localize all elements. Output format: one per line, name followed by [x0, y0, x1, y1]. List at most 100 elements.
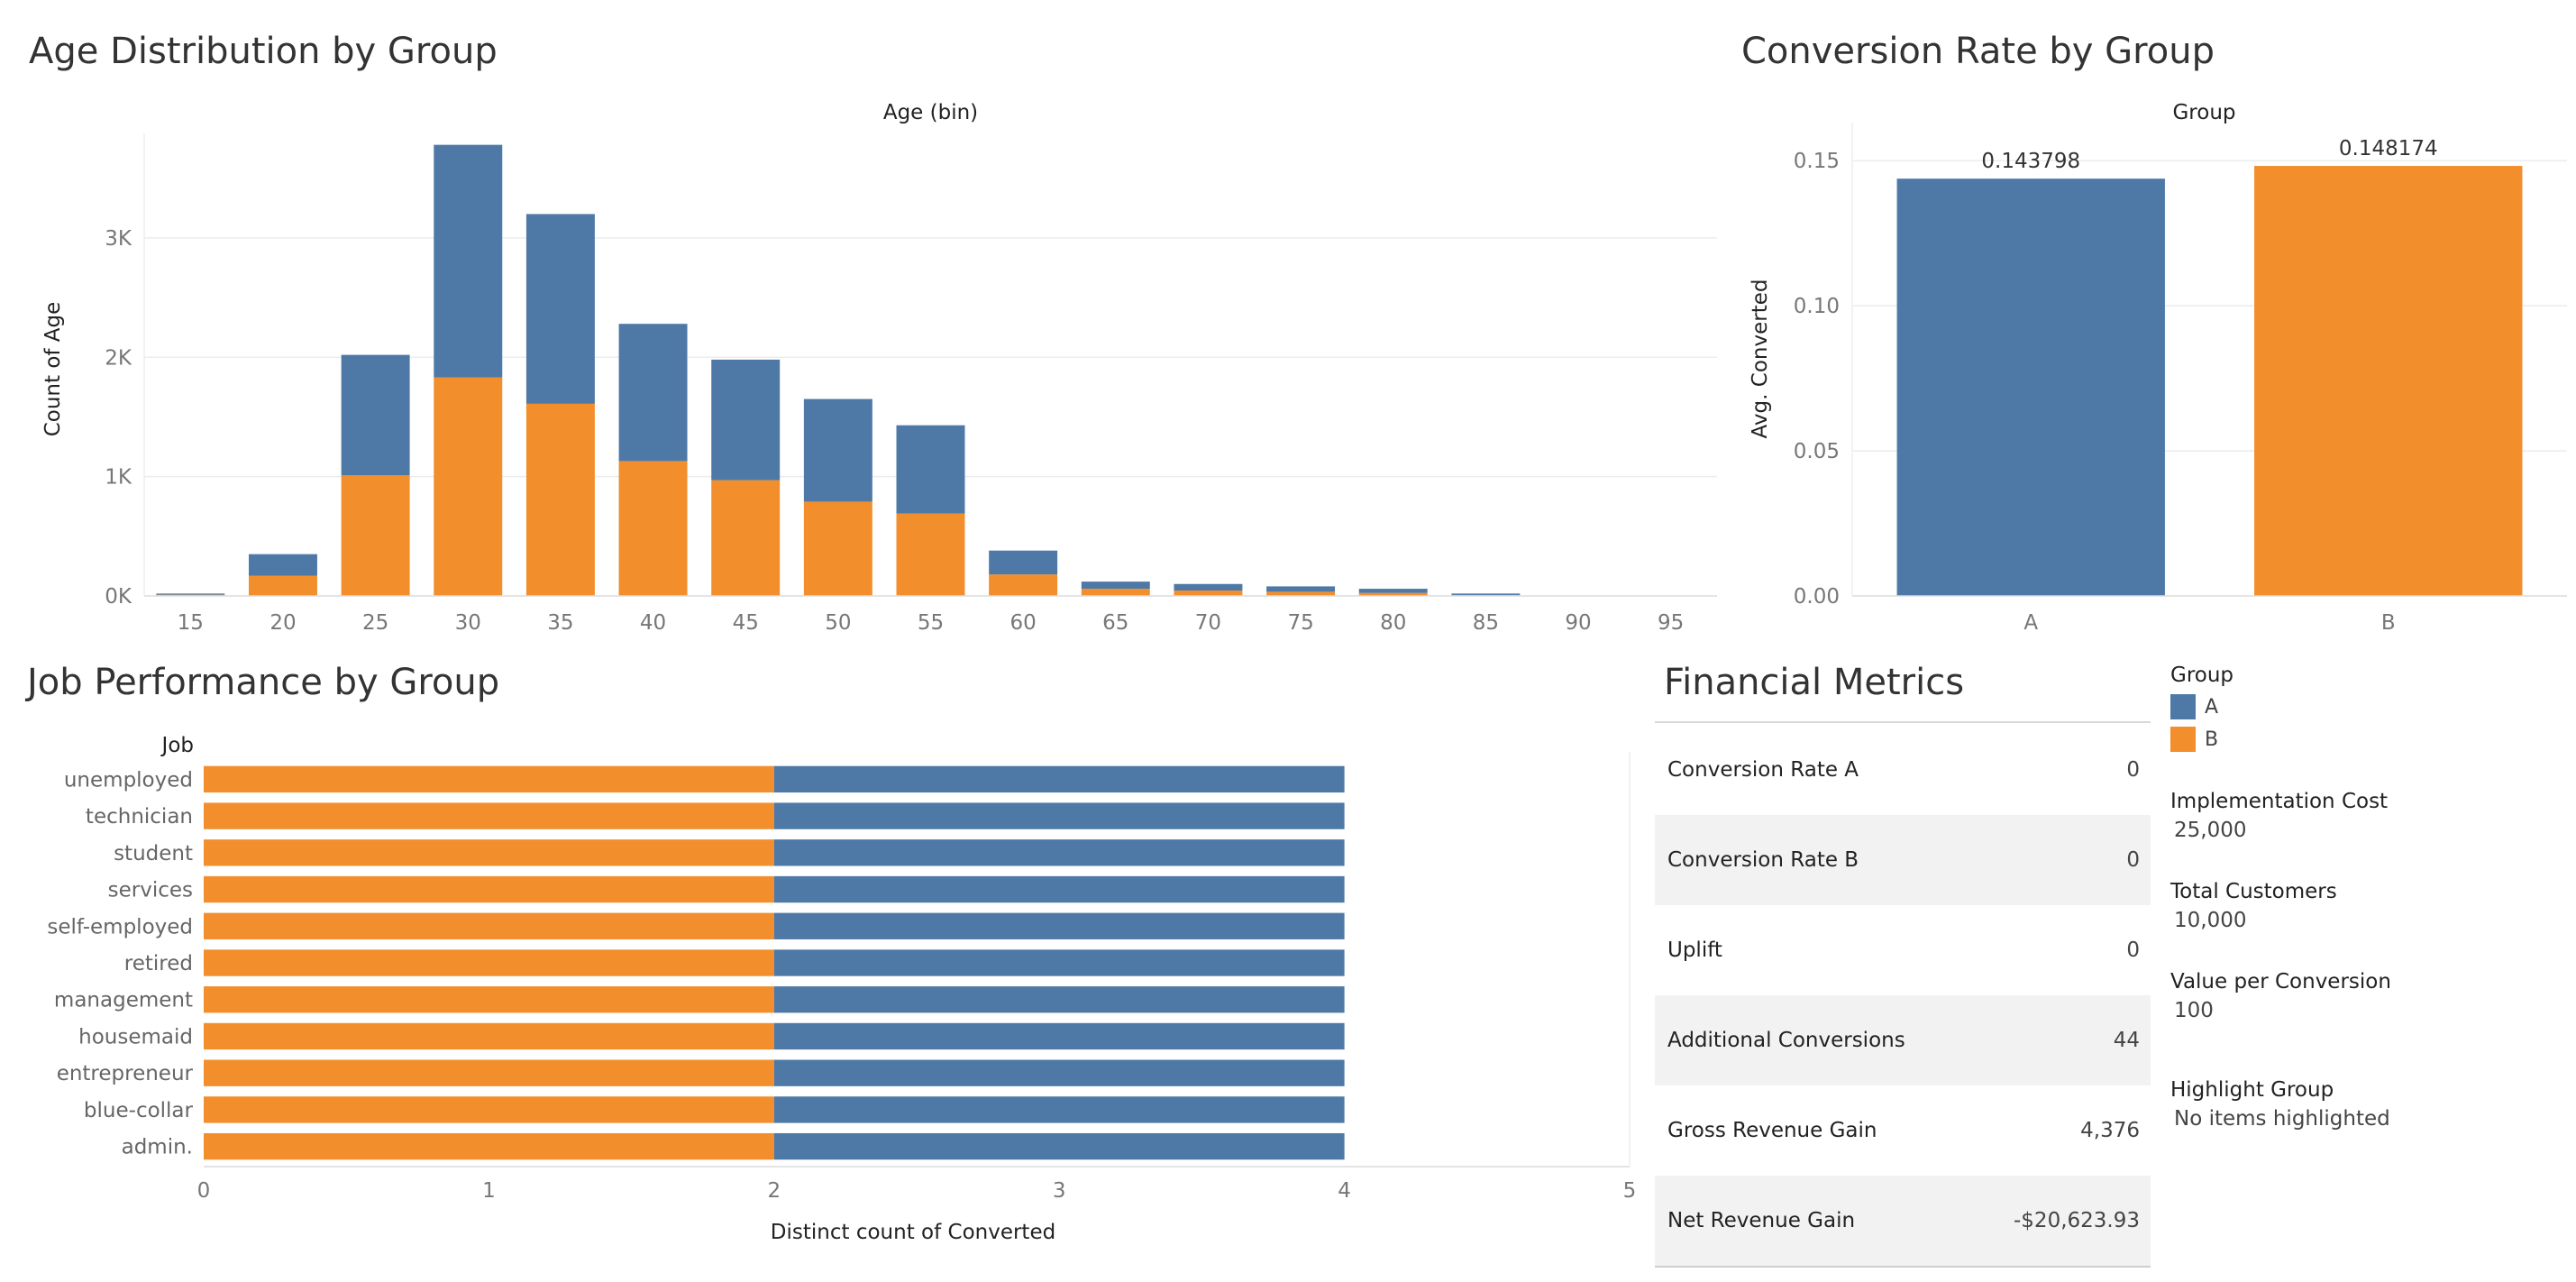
metric-row-conversion-rate-b: Conversion Rate B 0: [1655, 815, 2151, 905]
x-tick-label: 75: [1287, 611, 1313, 635]
legend-item-a[interactable]: A: [2170, 694, 2558, 719]
x-tick-label: 55: [918, 611, 944, 635]
metric-label: Gross Revenue Gain: [1667, 1119, 1877, 1142]
y-tick-label: services: [108, 879, 193, 902]
bar-segment-a: [773, 1132, 1345, 1160]
legend-swatch-a: [2170, 694, 2196, 719]
bar-segment-a: [248, 554, 317, 576]
x-tick-label: 20: [269, 611, 296, 635]
x-tick-label: 90: [1565, 611, 1591, 635]
x-tick-label: 30: [455, 611, 481, 635]
y-axis-title: Job: [160, 734, 194, 757]
parameter-value-per-conversion[interactable]: Value per Conversion 100: [2170, 970, 2558, 1022]
bar-segment-a: [434, 144, 503, 378]
legend-title: Group: [2170, 664, 2234, 687]
legend-item-b[interactable]: B: [2170, 727, 2558, 752]
y-tick-label: 3K: [105, 227, 132, 251]
metric-row-uplift: Uplift 0: [1655, 905, 2151, 995]
legend-label-b: B: [2205, 728, 2219, 751]
bar-segment-a: [773, 1059, 1345, 1086]
conversion-chart-title: Conversion Rate by Group: [1741, 31, 2215, 72]
parameter-total-customers[interactable]: Total Customers 10,000: [2170, 880, 2558, 932]
x-tick-label: 5: [1623, 1179, 1637, 1203]
bar-segment-a: [1451, 593, 1521, 595]
metric-label: Additional Conversions: [1667, 1029, 1905, 1052]
bar-segment-a: [896, 425, 965, 514]
y-tick-label: blue-collar: [84, 1099, 194, 1122]
bar-segment-a: [773, 839, 1345, 866]
bar-segment-a: [773, 875, 1345, 903]
x-tick-label: 0: [197, 1179, 211, 1203]
y-tick-label: entrepreneur: [57, 1062, 194, 1085]
bar-segment-a: [773, 912, 1345, 939]
bar-segment-b: [618, 461, 688, 596]
x-tick-label: 35: [547, 611, 573, 635]
bar-segment-b: [896, 513, 965, 596]
y-tick-label: unemployed: [64, 768, 193, 792]
highlight-value[interactable]: No items highlighted: [2174, 1107, 2390, 1131]
metric-label: Net Revenue Gain: [1667, 1209, 1856, 1232]
parameter-value[interactable]: 10,000: [2174, 909, 2247, 932]
x-axis-title: Age (bin): [883, 101, 978, 124]
y-tick-label: technician: [86, 805, 193, 829]
parameter-value[interactable]: 100: [2174, 999, 2214, 1022]
bar-group-b: [2254, 166, 2523, 596]
y-tick-label: admin.: [122, 1136, 193, 1159]
bar-segment-a: [773, 765, 1345, 793]
side-panel: Group A B Implementation Cost 25,000 Tot…: [2170, 664, 2558, 1131]
bar-segment-b: [711, 480, 781, 596]
y-tick-label: 0.10: [1794, 295, 1840, 318]
age-distribution-chart: Age (bin) Count of Age 0K 1K 2K 3K 15 20 25 30 35 4…: [41, 101, 1717, 635]
x-tick-label: 65: [1102, 611, 1128, 635]
job-performance-chart: Job unemployed technician student services se…: [47, 734, 1637, 1244]
financial-metrics-table: Conversion Rate A 0 Conversion Rate B 0 …: [1655, 725, 2151, 1268]
y-tick-label: housemaid: [78, 1025, 193, 1048]
x-tick-label: 25: [362, 611, 388, 635]
x-tick-label: 40: [640, 611, 666, 635]
metric-label: Conversion Rate B: [1667, 848, 1859, 872]
x-tick-label: 3: [1053, 1179, 1066, 1203]
bar-segment-b: [1358, 592, 1428, 596]
highlight-group[interactable]: Highlight Group No items highlighted: [2170, 1078, 2558, 1131]
age-chart-title: Age Distribution by Group: [29, 31, 498, 72]
parameter-value[interactable]: 25,000: [2174, 819, 2247, 842]
bar-segment-a: [773, 949, 1345, 976]
legend-swatch-b: [2170, 727, 2196, 752]
parameter-label: Implementation Cost: [2170, 790, 2389, 813]
x-tick-label: 45: [733, 611, 759, 635]
metric-value: 0: [2126, 758, 2140, 782]
bar-segment-a: [341, 354, 410, 476]
y-tick-label: 2K: [105, 346, 132, 370]
metric-value: 0: [2126, 939, 2140, 962]
parameter-implementation-cost[interactable]: Implementation Cost 25,000: [2170, 790, 2558, 842]
bar-segment-b: [989, 574, 1058, 596]
bar-segment-a: [773, 1022, 1345, 1050]
bar-segment-a: [989, 550, 1058, 575]
bar-segment-b: [803, 501, 872, 596]
financial-title-underline: [1655, 721, 2151, 723]
bar-segment-a: [803, 398, 872, 502]
y-tick-label: 0.15: [1794, 150, 1840, 173]
y-tick-label: 0.00: [1794, 585, 1840, 609]
y-tick-label: 0K: [105, 585, 132, 609]
conversion-rate-chart: Group Avg. Converted 0.00 0.05 0.10 0.15 0.143…: [1749, 101, 2567, 635]
bar-segment-b: [204, 986, 774, 1013]
y-axis-title: Avg. Converted: [1749, 279, 1772, 439]
bar-segment-a: [1358, 589, 1428, 593]
highlight-label: Highlight Group: [2170, 1078, 2334, 1102]
job-chart-title: Job Performance by Group: [27, 662, 500, 703]
bar-segment-b: [204, 912, 774, 939]
bar-segment-b: [204, 765, 774, 793]
y-tick-label: management: [54, 989, 193, 1012]
bar-segment-b: [204, 1096, 774, 1123]
metric-row-gross-revenue-gain: Gross Revenue Gain 4,376: [1655, 1085, 2151, 1176]
bar-segment-b: [1081, 589, 1150, 596]
x-tick-label: 85: [1473, 611, 1499, 635]
bar-segment-b: [434, 377, 503, 596]
x-tick-label: 95: [1658, 611, 1684, 635]
bar-segment-a: [618, 324, 688, 462]
bar-segment-a: [525, 214, 595, 404]
bar-segment-a: [1266, 586, 1336, 592]
y-tick-label: 1K: [105, 466, 132, 490]
metric-row-additional-conversions: Additional Conversions 44: [1655, 995, 2151, 1085]
